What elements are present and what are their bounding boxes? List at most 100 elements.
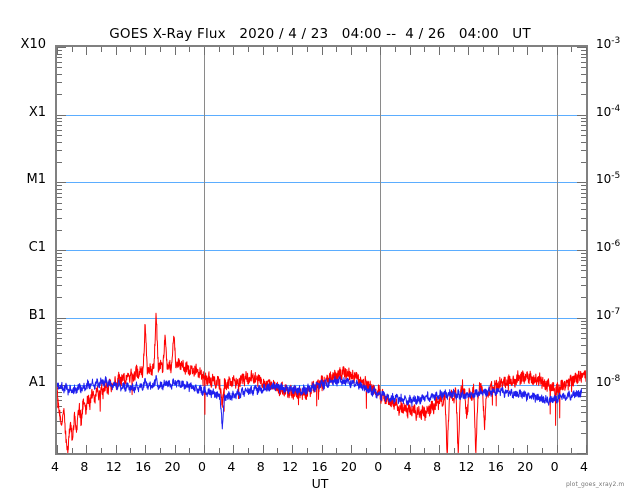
y-tick-minor [581, 141, 586, 143]
x-tick-major [115, 47, 117, 55]
x-tick-minor [101, 448, 103, 453]
y-tick-minor [581, 332, 586, 334]
y-tick-minor [581, 405, 586, 407]
gridline-decade-C1 [57, 250, 586, 251]
y-tick-minor [581, 353, 586, 355]
x-tick-major [497, 445, 499, 453]
x-axis-tick-label: 16 [135, 459, 152, 474]
y-axis-right-label-1e-8: 10-8 [596, 374, 621, 390]
x-axis-tick-label: 12 [458, 459, 475, 474]
x-tick-minor [277, 47, 279, 52]
x-tick-major [57, 445, 58, 453]
y-tick-minor [57, 73, 62, 75]
x-tick-minor [394, 448, 396, 453]
y-tick-minor [57, 121, 62, 123]
x-tick-major [468, 445, 470, 453]
x-tick-major [321, 47, 323, 55]
x-tick-major [233, 445, 235, 453]
y-tick-minor [581, 229, 586, 231]
y-tick-minor [581, 197, 586, 199]
x-tick-minor [424, 47, 426, 52]
y-tick-minor [57, 324, 62, 326]
watermark-label: plot_goes_xray2.m [566, 481, 625, 488]
y-tick-minor [581, 400, 586, 402]
y-tick-minor [581, 73, 586, 75]
y-tick-minor [57, 253, 62, 255]
y-tick-minor [57, 320, 62, 322]
x-tick-major [409, 445, 411, 453]
x-tick-major [380, 47, 382, 55]
y-tick-minor [57, 135, 62, 137]
x-tick-minor [512, 448, 514, 453]
x-tick-minor [512, 47, 514, 52]
y-tick-minor [581, 125, 586, 127]
x-tick-minor [571, 47, 573, 52]
y-tick-minor [581, 57, 586, 59]
x-tick-major [468, 47, 470, 55]
x-tick-major [497, 47, 499, 55]
y-tick-minor [581, 94, 586, 96]
gridline-decade-B1 [57, 317, 586, 319]
x-tick-minor [365, 448, 367, 453]
y-tick-minor [581, 328, 586, 330]
x-tick-minor [336, 448, 338, 453]
x-tick-major [350, 47, 352, 55]
y-tick-minor [57, 192, 62, 194]
x-axis-tick-label: 12 [105, 459, 122, 474]
x-tick-minor [130, 47, 132, 52]
x-axis-tick-label: 4 [51, 459, 59, 474]
y-tick-minor [57, 276, 62, 278]
y-tick-minor [57, 285, 62, 287]
y-tick-minor [581, 344, 586, 346]
y-tick-minor [581, 276, 586, 278]
y-axis-right-label-1e-5: 10-5 [596, 171, 621, 187]
y-tick-minor [581, 161, 586, 163]
y-tick-minor [57, 420, 62, 422]
x-tick-major [145, 445, 147, 453]
y-tick-major [577, 453, 586, 454]
x-axis-tick-label: 8 [256, 459, 265, 474]
y-tick-minor [581, 388, 586, 390]
day-boundary-line [556, 47, 558, 453]
x-tick-major [586, 445, 587, 453]
y-tick-minor [57, 50, 62, 52]
x-tick-minor [218, 448, 220, 453]
y-tick-major [577, 250, 586, 251]
y-tick-major [57, 453, 66, 454]
y-tick-minor [581, 67, 586, 69]
x-tick-major [292, 445, 294, 453]
trace-long [57, 312, 586, 453]
x-tick-minor [306, 448, 308, 453]
trace-svg [57, 312, 586, 453]
y-tick-major [577, 114, 586, 116]
y-tick-minor [581, 256, 586, 258]
x-axis-tick-label: 20 [340, 459, 357, 474]
day-boundary-line [203, 47, 205, 453]
x-tick-minor [71, 47, 73, 52]
y-tick-minor [581, 432, 586, 434]
x-tick-major [174, 445, 176, 453]
y-tick-minor [581, 320, 586, 322]
x-tick-minor [189, 47, 191, 52]
x-tick-major [262, 47, 264, 55]
y-tick-minor [57, 297, 62, 299]
x-tick-major [350, 445, 352, 453]
x-tick-major [233, 47, 235, 55]
x-tick-major [527, 445, 529, 453]
x-tick-major [527, 47, 529, 55]
x-axis-tick-label: 0 [374, 459, 383, 474]
y-tick-minor [581, 395, 586, 397]
y-tick-minor [57, 161, 62, 163]
y-axis-label-A1: A1 [28, 375, 46, 391]
y-tick-minor [581, 135, 586, 137]
y-tick-minor [57, 432, 62, 434]
y-tick-minor [57, 400, 62, 402]
y-tick-minor [57, 141, 62, 143]
x-tick-major [203, 47, 205, 55]
x-tick-major [556, 445, 558, 453]
y-tick-minor [57, 67, 62, 69]
x-tick-minor [277, 448, 279, 453]
x-tick-major [556, 47, 558, 55]
x-axis-tick-label: 20 [164, 459, 181, 474]
x-tick-minor [159, 47, 161, 52]
